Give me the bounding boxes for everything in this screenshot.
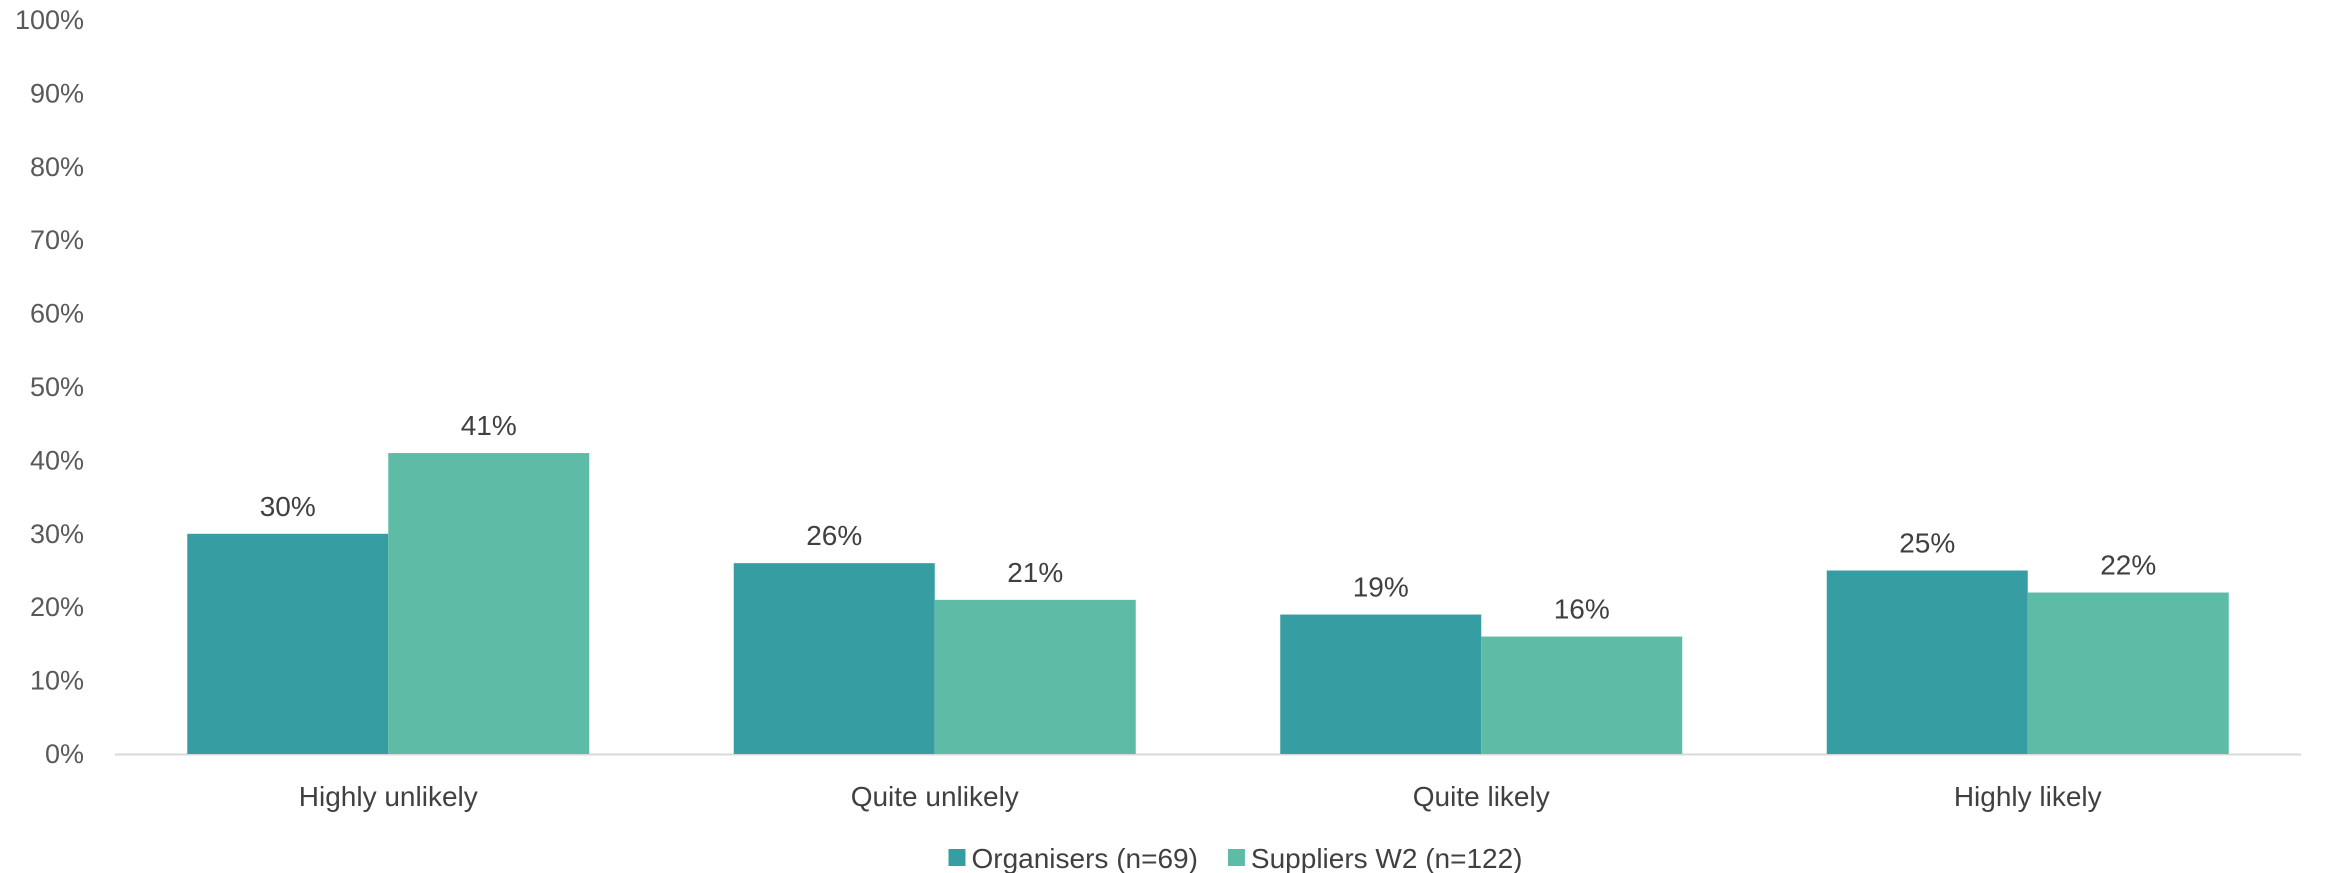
y-tick-label: 10% [30, 666, 84, 696]
bar-series-2-4 [2027, 592, 2229, 754]
legend-swatch [948, 849, 966, 866]
data-label: 22% [2100, 550, 2156, 581]
bars [187, 453, 2229, 754]
legend: Organisers (n=69) Suppliers W2 (n=122) [948, 843, 1523, 873]
y-tick-label: 100% [15, 5, 84, 35]
data-label: 30% [260, 491, 316, 522]
category-label: Highly unlikely [299, 781, 478, 812]
y-tick-label: 0% [45, 739, 84, 769]
data-label: 26% [806, 520, 862, 551]
data-labels: 30% 41% 26% 21% 19% 16% 25% 22% [260, 410, 2157, 625]
bar-series-2-2 [934, 599, 1136, 754]
data-label: 25% [1899, 528, 1955, 559]
y-tick-label: 40% [30, 445, 84, 475]
legend-label: Organisers (n=69) [971, 843, 1197, 873]
data-label: 21% [1007, 557, 1063, 588]
y-tick-label: 80% [30, 152, 84, 182]
bar-series-1-2 [733, 563, 935, 754]
data-label: 19% [1353, 572, 1409, 603]
category-label: Highly likely [1954, 781, 2102, 812]
category-label: Quite likely [1413, 781, 1550, 812]
bar-series-1-1 [187, 533, 389, 754]
category-label: Quite unlikely [851, 781, 1019, 812]
legend-swatch [1227, 849, 1245, 866]
y-tick-label: 50% [30, 372, 84, 402]
legend-label: Suppliers W2 (n=122) [1251, 843, 1523, 873]
data-label: 41% [461, 410, 517, 441]
bar-series-2-3 [1481, 636, 1683, 754]
category-labels: Highly unlikely Quite unlikely Quite likel… [299, 781, 2102, 812]
bar-series-2-1 [388, 453, 590, 754]
data-label: 16% [1554, 594, 1610, 625]
bar-series-1-3 [1280, 614, 1482, 754]
y-tick-label: 60% [30, 299, 84, 329]
y-tick-label: 90% [30, 78, 84, 108]
y-axis-ticks: 0% 10% 20% 30% 40% 50% 60% 70% 80% 90% 100% [15, 5, 84, 769]
y-tick-label: 70% [30, 225, 84, 255]
y-tick-label: 30% [30, 519, 84, 549]
y-tick-label: 20% [30, 592, 84, 622]
bar-series-1-4 [1826, 570, 2028, 754]
